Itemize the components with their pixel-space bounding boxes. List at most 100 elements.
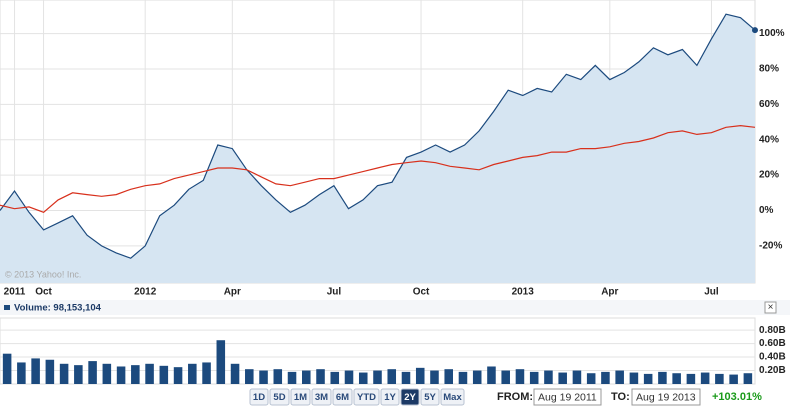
range-button-box[interactable] bbox=[400, 388, 420, 406]
y-tick-label: 20% bbox=[759, 170, 779, 181]
volume-bar bbox=[302, 370, 311, 384]
volume-bar bbox=[159, 365, 169, 384]
range-button-box[interactable] bbox=[440, 388, 465, 406]
range-button-label[interactable]: 5D bbox=[273, 392, 285, 403]
range-button-box[interactable] bbox=[332, 388, 353, 406]
y-tick-label: 100% bbox=[759, 28, 785, 39]
end-marker bbox=[752, 27, 758, 34]
to-label: TO: bbox=[611, 391, 630, 403]
volume-bar bbox=[501, 370, 510, 384]
close-box[interactable] bbox=[764, 301, 777, 314]
range-button[interactable]: 1M bbox=[290, 388, 311, 406]
volume-bar bbox=[544, 370, 553, 384]
volume-bar bbox=[401, 371, 411, 384]
volume-bar bbox=[74, 365, 83, 384]
volume-bar bbox=[601, 371, 610, 384]
volume-bar bbox=[715, 373, 724, 384]
range-button[interactable]: 2Y bbox=[400, 388, 420, 406]
range-button[interactable]: Max bbox=[440, 388, 465, 406]
volume-bar bbox=[131, 365, 140, 384]
y-tick-label: 0.20B bbox=[759, 365, 786, 376]
from-value[interactable]: Aug 19 2011 bbox=[538, 391, 597, 403]
x-tick-label: Apr bbox=[224, 287, 241, 298]
range-button[interactable]: 3M bbox=[311, 388, 332, 406]
volume-header bbox=[0, 300, 790, 315]
range-button-label[interactable]: 5Y bbox=[424, 392, 436, 403]
volume-bar bbox=[515, 369, 525, 384]
range-button[interactable]: 5D bbox=[269, 388, 290, 406]
volume-bar bbox=[273, 369, 283, 384]
volume-bar bbox=[245, 369, 254, 384]
volume-bar bbox=[487, 366, 496, 384]
close-button[interactable]: × bbox=[764, 301, 777, 314]
range-button-box[interactable] bbox=[380, 388, 400, 406]
change-value: +103.01% bbox=[712, 391, 762, 403]
range-button-label[interactable]: 1M bbox=[294, 392, 307, 403]
range-button-label[interactable]: 1D bbox=[253, 392, 265, 403]
volume-bar bbox=[472, 370, 482, 384]
area bbox=[0, 14, 755, 283]
y-tick-label: 0.40B bbox=[759, 352, 786, 363]
range-button-label[interactable]: 1Y bbox=[384, 392, 396, 403]
range-button-box[interactable] bbox=[311, 388, 332, 406]
volume-bar bbox=[344, 370, 354, 384]
volume-bar bbox=[2, 353, 12, 384]
volume-bar bbox=[430, 370, 439, 384]
range-button-label[interactable]: 2Y bbox=[404, 392, 416, 403]
volume-bar bbox=[316, 369, 325, 384]
range-button[interactable]: 5Y bbox=[420, 388, 440, 406]
x-tick-label: Jul bbox=[327, 287, 342, 298]
volume-label: Volume: 98,153,104 bbox=[14, 303, 102, 314]
range-button-box[interactable] bbox=[249, 388, 269, 406]
range-button-label[interactable]: 6M bbox=[336, 392, 349, 403]
range-button[interactable]: 1D bbox=[249, 388, 269, 406]
volume-bar bbox=[686, 373, 696, 384]
range-button-box[interactable] bbox=[353, 388, 380, 406]
volume-bar bbox=[358, 372, 368, 384]
volume-bar bbox=[729, 374, 738, 384]
volume-bar bbox=[230, 363, 240, 384]
volume-bar bbox=[415, 367, 425, 384]
volume-bar bbox=[45, 359, 55, 384]
volume-bar bbox=[529, 371, 539, 384]
range-button[interactable]: 6M bbox=[332, 388, 353, 406]
y-tick-label: 0.80B bbox=[759, 325, 786, 336]
volume-bar bbox=[658, 371, 667, 384]
volume-bar bbox=[572, 370, 582, 384]
x-tick-label: 2012 bbox=[134, 287, 157, 298]
x-tick-label: Oct bbox=[413, 287, 430, 298]
range-button-box[interactable] bbox=[290, 388, 311, 406]
range-button-box[interactable] bbox=[269, 388, 290, 406]
volume-bar bbox=[102, 363, 112, 384]
to-value[interactable]: Aug 19 2013 bbox=[636, 391, 696, 403]
volume-bar bbox=[373, 370, 382, 384]
volume-bar bbox=[188, 363, 197, 384]
volume-bar bbox=[31, 358, 40, 384]
volume-bar bbox=[259, 370, 268, 384]
volume-bar bbox=[643, 373, 653, 384]
volume-bar bbox=[629, 372, 639, 384]
from-label: FROM: bbox=[497, 391, 533, 403]
x-tick-label: Jul bbox=[704, 287, 719, 298]
close-icon[interactable]: × bbox=[768, 302, 774, 313]
to-input[interactable] bbox=[631, 388, 701, 406]
volume-bar bbox=[145, 363, 154, 384]
range-button-label[interactable]: Max bbox=[443, 392, 462, 403]
volume-bar bbox=[173, 367, 183, 384]
y-tick-label: 40% bbox=[759, 134, 779, 145]
volume-bar bbox=[444, 369, 453, 384]
range-button[interactable]: YTD bbox=[353, 388, 380, 406]
y-tick-label: -20% bbox=[759, 240, 782, 251]
volume-bar bbox=[59, 363, 69, 384]
volume-bar bbox=[202, 362, 211, 384]
range-button-box[interactable] bbox=[420, 388, 440, 406]
x-tick-label: Oct bbox=[35, 287, 52, 298]
volume-bar bbox=[116, 366, 126, 384]
y-tick-label: 60% bbox=[759, 99, 779, 110]
range-button[interactable]: 1Y bbox=[380, 388, 400, 406]
range-button-label[interactable]: YTD bbox=[357, 392, 376, 403]
from-input[interactable] bbox=[533, 388, 602, 406]
range-button-label[interactable]: 3M bbox=[315, 392, 328, 403]
